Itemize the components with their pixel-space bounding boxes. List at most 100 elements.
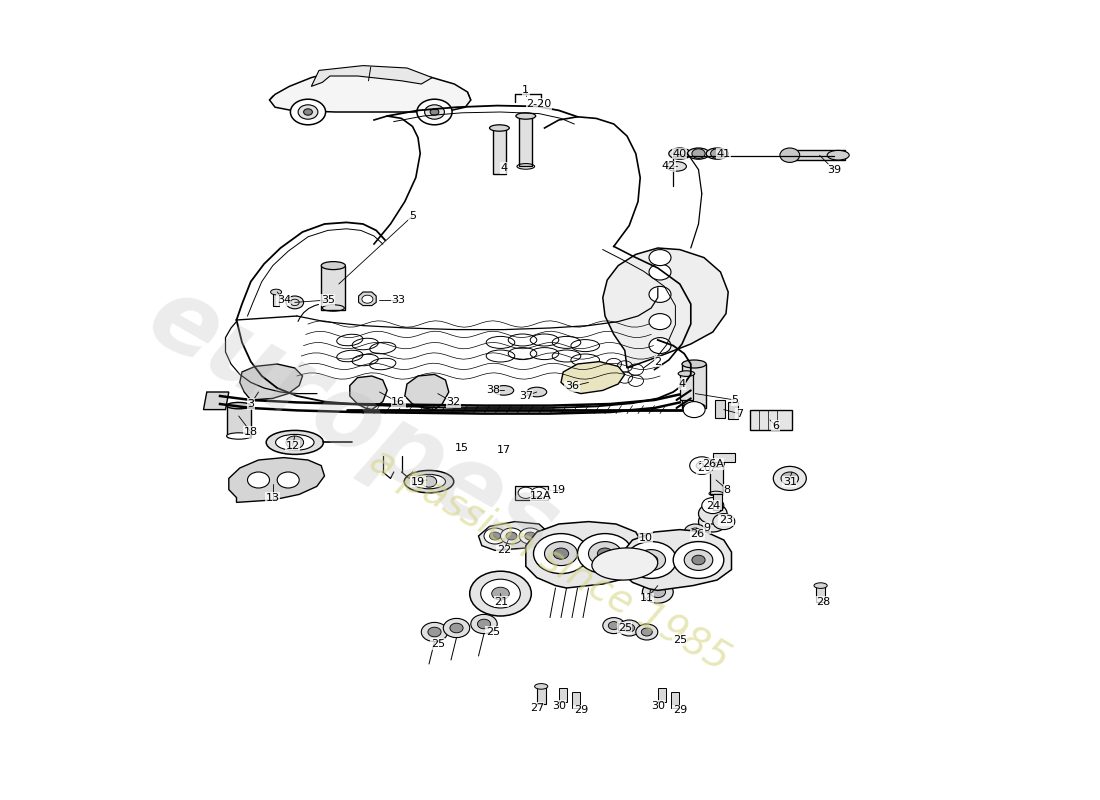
Text: 23: 23 xyxy=(719,515,733,525)
Text: europes: europes xyxy=(130,268,574,580)
Ellipse shape xyxy=(535,683,548,689)
Circle shape xyxy=(696,462,707,470)
Circle shape xyxy=(531,487,547,498)
Text: 12: 12 xyxy=(286,441,299,450)
Ellipse shape xyxy=(321,262,345,270)
Circle shape xyxy=(626,542,676,578)
Bar xyxy=(321,266,345,310)
Bar xyxy=(816,586,825,602)
Text: 15: 15 xyxy=(455,443,469,453)
Circle shape xyxy=(650,586,666,598)
Text: 18: 18 xyxy=(244,427,257,437)
Bar xyxy=(493,128,506,174)
Polygon shape xyxy=(478,522,548,550)
Text: 26: 26 xyxy=(691,530,704,539)
Circle shape xyxy=(637,550,666,570)
Text: 19: 19 xyxy=(411,477,425,486)
Circle shape xyxy=(421,622,448,642)
Circle shape xyxy=(525,532,536,540)
Ellipse shape xyxy=(227,433,251,439)
Bar xyxy=(713,494,722,510)
Circle shape xyxy=(277,472,299,488)
Bar xyxy=(682,364,706,408)
Ellipse shape xyxy=(516,113,536,119)
Text: 7: 7 xyxy=(736,409,743,418)
Circle shape xyxy=(636,624,658,640)
Bar xyxy=(691,533,700,546)
Text: 2-20: 2-20 xyxy=(527,99,551,109)
Text: 6: 6 xyxy=(772,421,779,430)
Text: 38: 38 xyxy=(486,386,499,395)
Polygon shape xyxy=(359,292,376,306)
Text: 34: 34 xyxy=(277,295,290,305)
Bar xyxy=(559,688,566,702)
Ellipse shape xyxy=(708,461,724,467)
Text: 5: 5 xyxy=(732,395,738,405)
Bar xyxy=(715,400,725,418)
Polygon shape xyxy=(526,522,644,588)
Ellipse shape xyxy=(814,582,827,589)
Circle shape xyxy=(645,555,658,565)
Circle shape xyxy=(481,579,520,608)
Ellipse shape xyxy=(706,148,728,159)
Text: 11: 11 xyxy=(640,594,653,603)
Text: 12A: 12A xyxy=(530,491,552,501)
Polygon shape xyxy=(204,392,229,410)
Circle shape xyxy=(544,542,578,566)
Text: 21: 21 xyxy=(495,597,508,606)
Circle shape xyxy=(781,472,799,485)
Circle shape xyxy=(500,528,522,544)
Ellipse shape xyxy=(669,148,691,159)
Circle shape xyxy=(450,623,463,633)
Circle shape xyxy=(698,503,727,524)
Circle shape xyxy=(702,498,724,514)
Circle shape xyxy=(690,457,714,474)
Text: a passion since 1985: a passion since 1985 xyxy=(363,442,737,678)
Circle shape xyxy=(649,338,671,354)
Ellipse shape xyxy=(227,402,251,409)
Circle shape xyxy=(298,105,318,119)
Circle shape xyxy=(362,295,373,303)
Circle shape xyxy=(443,618,470,638)
Circle shape xyxy=(484,528,506,544)
Circle shape xyxy=(692,149,705,158)
Circle shape xyxy=(534,534,588,574)
Ellipse shape xyxy=(494,386,514,395)
Circle shape xyxy=(425,105,444,119)
Text: 19: 19 xyxy=(552,485,565,494)
Bar xyxy=(658,688,666,702)
Circle shape xyxy=(683,402,705,418)
Circle shape xyxy=(578,534,632,574)
Text: 20: 20 xyxy=(697,463,711,473)
Circle shape xyxy=(597,548,613,559)
Circle shape xyxy=(290,99,326,125)
Text: 4: 4 xyxy=(679,379,685,389)
Ellipse shape xyxy=(527,387,547,397)
Ellipse shape xyxy=(592,548,658,580)
Text: 29: 29 xyxy=(673,706,686,715)
Circle shape xyxy=(477,619,491,629)
Bar xyxy=(515,486,548,500)
Circle shape xyxy=(649,264,671,280)
Circle shape xyxy=(470,571,531,616)
Polygon shape xyxy=(621,530,732,590)
Text: 25: 25 xyxy=(486,627,499,637)
Circle shape xyxy=(649,286,671,302)
Text: 42: 42 xyxy=(662,162,675,171)
Text: 32: 32 xyxy=(447,398,460,407)
Circle shape xyxy=(692,555,705,565)
Text: 16: 16 xyxy=(392,398,405,407)
Bar xyxy=(638,533,662,542)
Circle shape xyxy=(430,109,439,115)
Circle shape xyxy=(641,628,652,636)
Bar xyxy=(713,453,735,462)
Text: 17: 17 xyxy=(497,445,510,454)
Polygon shape xyxy=(311,66,432,86)
Text: 26A: 26A xyxy=(702,459,724,469)
Text: 9: 9 xyxy=(704,523,711,533)
Text: 22: 22 xyxy=(497,546,510,555)
Text: 1: 1 xyxy=(522,86,529,95)
Bar xyxy=(572,692,580,708)
Ellipse shape xyxy=(412,474,446,489)
Polygon shape xyxy=(240,364,303,400)
